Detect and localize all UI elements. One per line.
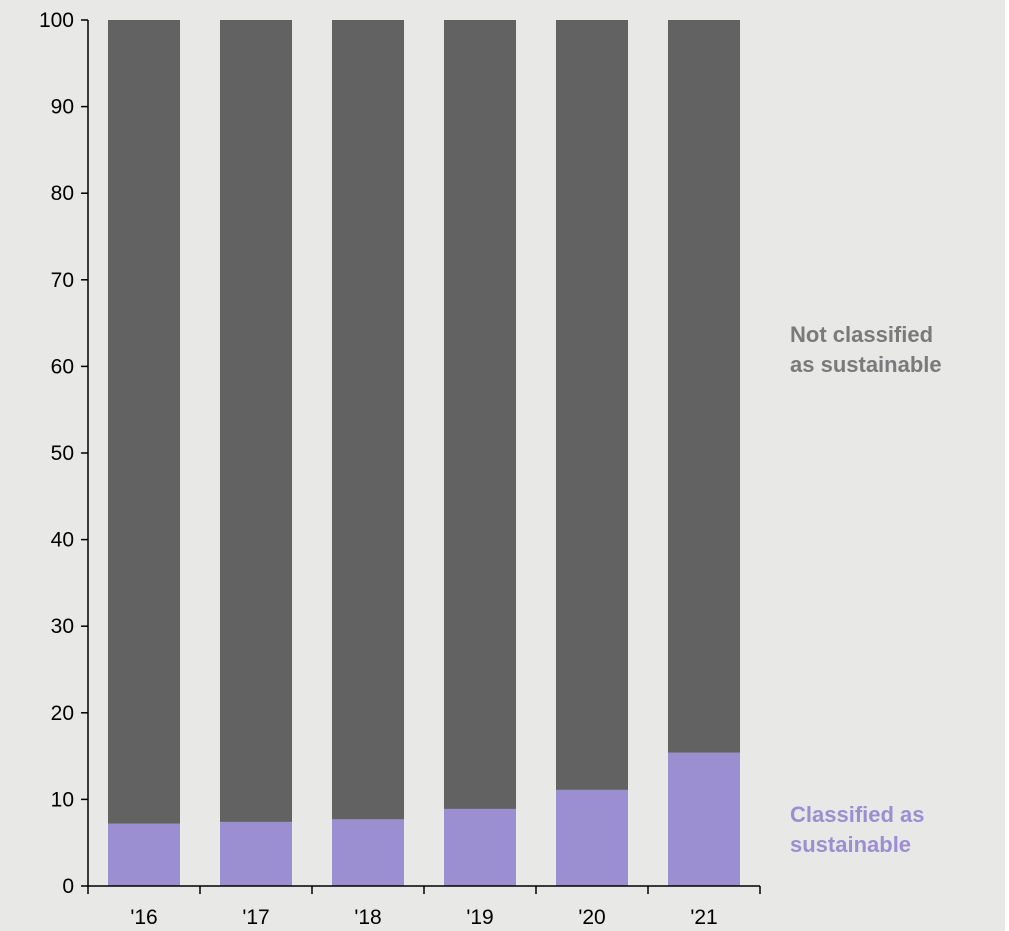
- x-tick-label: '21: [690, 906, 717, 929]
- bar-classified-16: [108, 823, 180, 886]
- y-tick-label: 70: [51, 269, 74, 292]
- labels-layer: '16 '17 '18 '19 '20 '21 0 10 20 30 40 50 60 70 80 90 100: [39, 9, 718, 929]
- x-tick-label: '18: [354, 906, 381, 929]
- y-tick-label: 30: [51, 615, 74, 638]
- y-tick-label: 0: [62, 875, 74, 898]
- legend-label-not-classified: as sustainable: [790, 352, 942, 377]
- legend-label-classified: Classified as: [790, 802, 925, 827]
- y-tick-label: 100: [39, 9, 74, 32]
- bar-not-classified-16: [108, 20, 180, 824]
- bar-classified-21: [668, 752, 740, 886]
- x-tick-label: '17: [242, 906, 269, 929]
- legend-label-classified: sustainable: [790, 832, 911, 857]
- bar-not-classified-17: [220, 20, 292, 822]
- y-tick-label: 60: [51, 355, 74, 378]
- y-tick-label: 80: [51, 182, 74, 205]
- legend-layer: Not classified as sustainable Classified a…: [790, 322, 942, 857]
- bar-not-classified-18: [332, 20, 404, 820]
- bar-not-classified-21: [668, 20, 740, 753]
- y-tick-label: 90: [51, 96, 74, 119]
- bar-classified-20: [556, 789, 628, 886]
- bar-classified-19: [444, 808, 516, 886]
- y-tick-label: 10: [51, 788, 74, 811]
- bar-not-classified-19: [444, 20, 516, 809]
- bar-not-classified-20: [556, 20, 628, 790]
- y-tick-label: 20: [51, 702, 74, 725]
- x-tick-label: '20: [578, 906, 605, 929]
- bars-layer: [108, 20, 740, 886]
- x-tick-label: '16: [130, 906, 157, 929]
- x-tick-label: '19: [466, 906, 493, 929]
- bar-classified-17: [220, 821, 292, 886]
- y-tick-label: 50: [51, 442, 74, 465]
- legend-label-not-classified: Not classified: [790, 322, 933, 347]
- axes-layer: [81, 19, 761, 894]
- bar-classified-18: [332, 819, 404, 886]
- y-tick-label: 40: [51, 529, 74, 552]
